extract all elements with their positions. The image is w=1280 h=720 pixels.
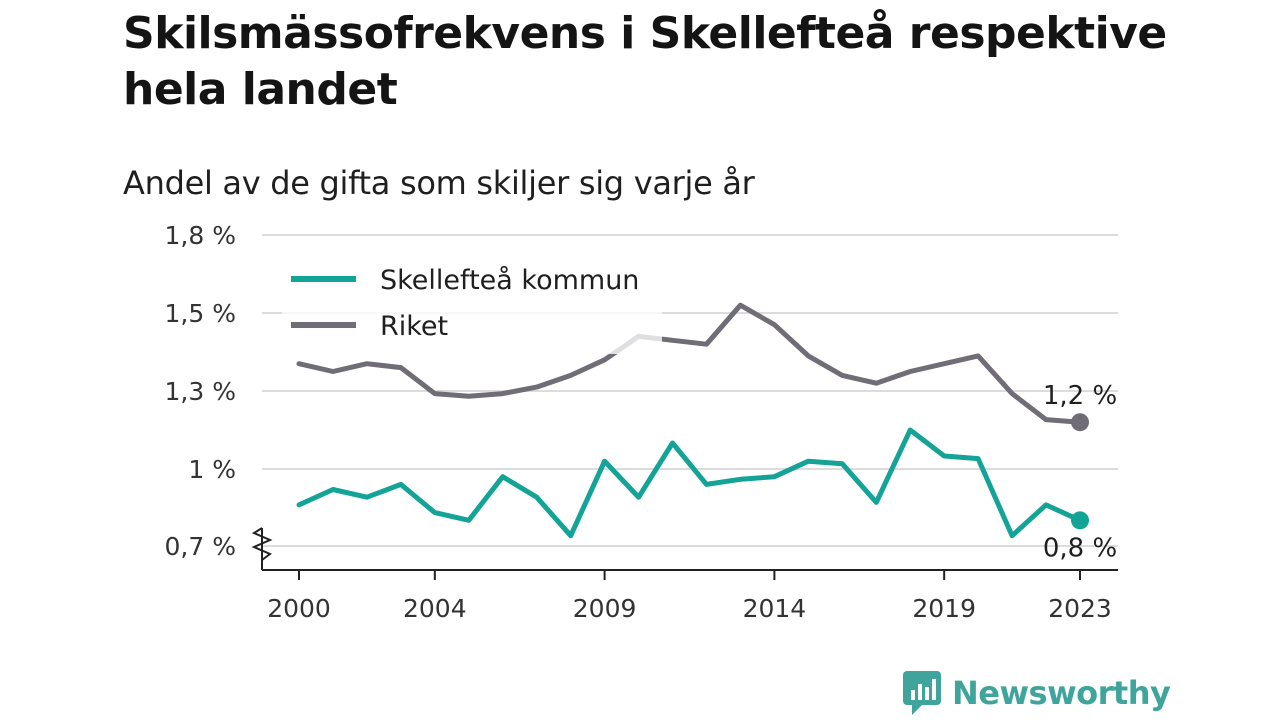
chart-title: Skilsmässofrekvens i Skellefteå respekti… [123,8,1167,115]
y-tick-label: 0,7 % [165,532,236,561]
y-tick-label: 1 % [188,455,236,484]
y-tick-label: 1,3 % [165,377,236,406]
series-lines [296,302,1089,539]
legend-label: Riket [380,311,448,342]
x-tick-label: 2004 [403,594,467,623]
x-tick-label: 2023 [1048,594,1112,623]
newsworthy-logo: Newsworthy [902,670,1171,716]
newsworthy-logo-text: Newsworthy [952,674,1171,712]
y-tick-label: 1,8 % [165,221,236,250]
newsworthy-logo-icon [903,671,941,715]
x-tick-label: 2014 [743,594,807,623]
x-tick-label: 2000 [267,594,331,623]
series-line [296,427,1083,539]
legend-label: Skellefteå kommun [380,265,639,296]
series-end-point [1071,413,1089,432]
x-tick-label: 2009 [573,594,637,623]
end-label-riket: 1,2 % [1043,381,1117,411]
gridlines [262,234,1118,547]
y-axis-break [251,527,273,561]
series-end-point [1071,511,1089,530]
x-tick-label: 2019 [912,594,976,623]
legend: Skellefteå kommun Riket [282,256,662,354]
legend-background [282,256,662,354]
end-label-skelleftea: 0,8 % [1043,533,1117,563]
series-line [296,302,1083,425]
chart-subtitle: Andel av de gifta som skiljer sig varje … [123,164,755,202]
y-tick-label: 1,5 % [165,299,236,328]
end-labels: 1,2 % 0,8 % [1043,381,1117,563]
axes: 0,7 % 1 % 1,3 % 1,5 % 1,8 % 2000 2004 2009 2014 2… [165,221,1118,623]
